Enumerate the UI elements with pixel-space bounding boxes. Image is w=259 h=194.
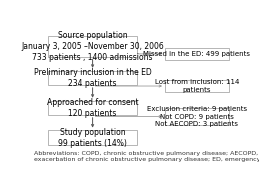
Text: Preliminary inclusion in the ED
234 patients: Preliminary inclusion in the ED 234 pati…: [34, 68, 152, 88]
FancyBboxPatch shape: [165, 48, 229, 60]
FancyBboxPatch shape: [48, 71, 137, 85]
FancyBboxPatch shape: [48, 100, 137, 115]
Text: Source population
January 3, 2005 –November 30, 2006
733 patients , 1400 admissi: Source population January 3, 2005 –Novem…: [21, 31, 164, 62]
Text: Abbreviations: COPD, chronic obstructive pulmonary disease; AECOPD, acute
exacer: Abbreviations: COPD, chronic obstructive…: [34, 151, 259, 162]
Text: Approached for consent
120 patients: Approached for consent 120 patients: [47, 98, 138, 118]
FancyBboxPatch shape: [48, 36, 137, 56]
Text: Missed in the ED: 499 patients: Missed in the ED: 499 patients: [143, 51, 250, 57]
FancyBboxPatch shape: [48, 130, 137, 145]
Text: Study population
99 patients (14%): Study population 99 patients (14%): [58, 127, 127, 148]
FancyBboxPatch shape: [165, 108, 229, 125]
Text: Lost from inclusion: 114
patients: Lost from inclusion: 114 patients: [155, 79, 239, 93]
FancyBboxPatch shape: [165, 80, 229, 92]
Text: Exclusion criteria: 9 patients
Not COPD: 9 patients
Not AECOPD: 3 patients: Exclusion criteria: 9 patients Not COPD:…: [147, 106, 247, 127]
